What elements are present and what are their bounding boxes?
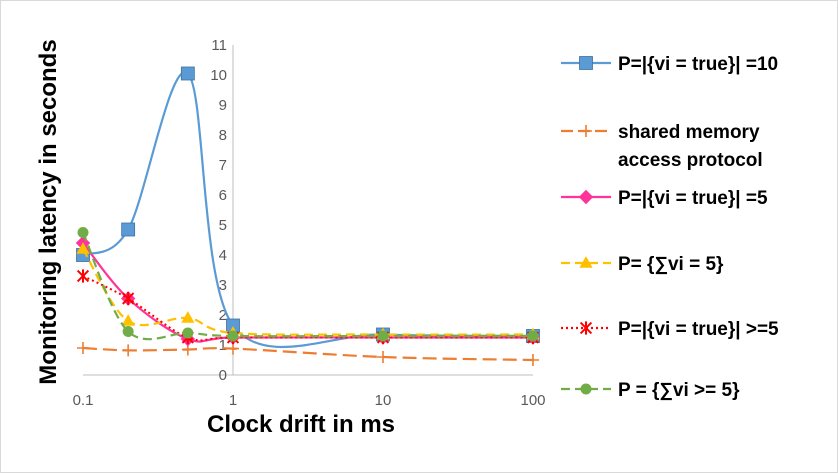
data-point xyxy=(377,351,389,363)
y-tick-label: 2 xyxy=(219,307,227,324)
data-point xyxy=(77,227,89,238)
legend-marker xyxy=(579,321,593,335)
y-tick-label: 8 xyxy=(219,127,227,144)
y-tick-label: 6 xyxy=(219,187,227,204)
series-line xyxy=(82,275,533,342)
data-point xyxy=(76,242,90,254)
data-point xyxy=(122,326,134,337)
series-line xyxy=(81,232,533,341)
legend-label: P = {∑vi >= 5} xyxy=(618,380,740,401)
y-tick-label: 9 xyxy=(219,97,227,114)
series-1 xyxy=(76,66,540,349)
data-point xyxy=(527,330,539,342)
legend-marker xyxy=(580,125,592,137)
series-line xyxy=(82,248,534,336)
legend-item: P= {∑vi = 5} xyxy=(561,254,724,275)
x-tick-label: 10 xyxy=(375,392,392,409)
y-tick-label: 11 xyxy=(211,37,227,54)
data-point xyxy=(181,311,195,323)
data-point xyxy=(182,327,194,339)
data-point xyxy=(180,66,195,81)
data-point xyxy=(122,291,135,306)
legend-label: shared memory xyxy=(618,122,760,143)
y-tick-label: 5 xyxy=(219,217,227,234)
legend-label: P=|{vi = true}| =5 xyxy=(618,188,768,209)
series-5 xyxy=(76,269,540,345)
series-2 xyxy=(77,342,539,366)
data-point xyxy=(227,330,239,342)
series-3 xyxy=(75,235,541,347)
y-axis-title: Monitoring latency in seconds xyxy=(35,39,62,384)
y-tick-label: 4 xyxy=(219,247,227,264)
legend-item: P=|{vi = true}| =5 xyxy=(561,188,768,209)
x-tick-label: 1 xyxy=(229,392,237,409)
y-tick-label: 7 xyxy=(219,157,227,174)
y-tick-label: 0 xyxy=(219,367,227,384)
x-tick-label: 100 xyxy=(520,392,545,409)
legend-marker xyxy=(579,256,593,268)
legend-label: access protocol xyxy=(618,150,763,171)
series-line xyxy=(82,71,534,349)
legend-marker xyxy=(578,189,594,205)
legend: P=|{vi = true}| =10 shared memory access p… xyxy=(561,54,779,401)
y-tick-label: 3 xyxy=(219,277,227,294)
data-point xyxy=(121,222,136,237)
y-tick-labels: 0 1 2 3 4 5 6 7 8 9 10 11 xyxy=(210,37,227,384)
data-point xyxy=(77,342,89,354)
data-point xyxy=(122,344,135,357)
legend-marker xyxy=(580,383,592,395)
legend-item: P=|{vi = true}| =10 xyxy=(561,54,778,75)
y-tick-label: 1 xyxy=(219,337,227,354)
series-4 xyxy=(76,242,540,340)
data-point xyxy=(527,354,539,366)
legend-item: P = {∑vi >= 5} xyxy=(561,380,740,401)
legend-label: P=|{vi = true}| >=5 xyxy=(618,319,779,340)
series-line xyxy=(82,242,533,343)
legend-item: shared memory access protocol xyxy=(561,122,763,171)
legend-label: P= {∑vi = 5} xyxy=(618,254,724,275)
legend-label: P=|{vi = true}| =10 xyxy=(618,54,778,75)
x-tick-label: 0.1 xyxy=(73,392,94,409)
x-tick-labels: 0.1 1 10 100 xyxy=(73,392,546,409)
series-line xyxy=(82,346,534,362)
x-axis-title: Clock drift in ms xyxy=(207,411,395,438)
legend-marker xyxy=(579,56,593,70)
series-6 xyxy=(77,227,539,342)
series-layer xyxy=(75,66,541,366)
data-point xyxy=(121,314,135,326)
data-point xyxy=(377,330,389,342)
y-tick-label: 10 xyxy=(210,67,227,84)
legend-item: P=|{vi = true}| >=5 xyxy=(561,319,779,340)
data-point xyxy=(76,269,90,283)
